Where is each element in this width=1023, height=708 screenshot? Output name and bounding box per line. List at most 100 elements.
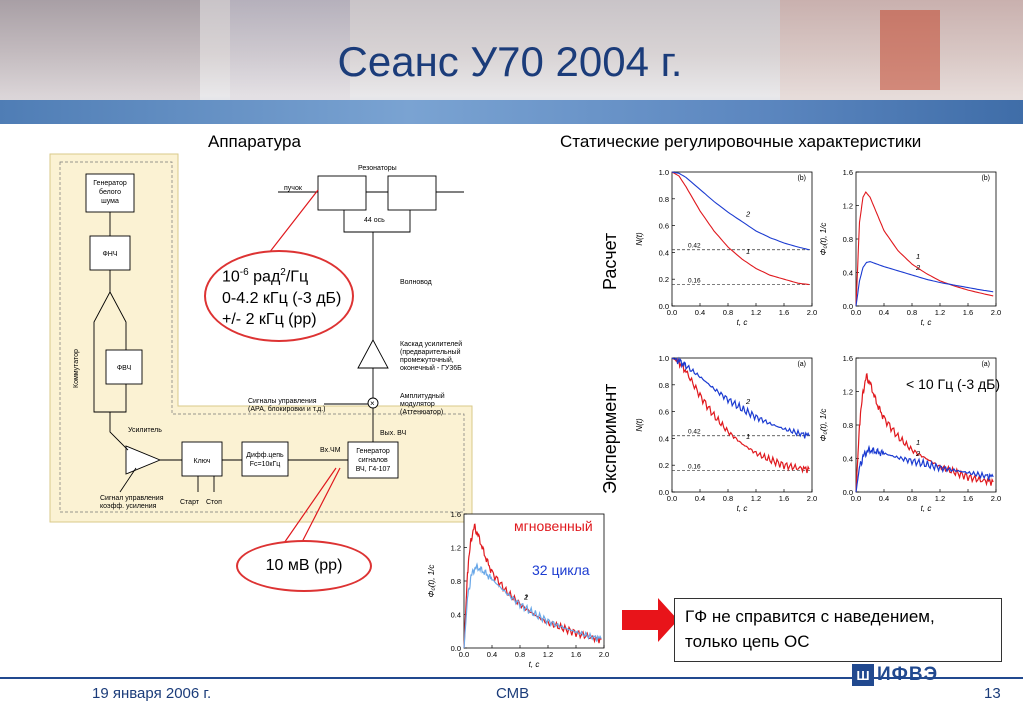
voltage-leader	[281, 467, 341, 547]
plot-frame	[671, 357, 813, 493]
x-tick-label: 1.2	[751, 308, 761, 317]
chart-calc-N: 0.0 0.4 0.8 1.2 1.6 2.0 0.0 0.2 0.4 0.6 0.8 1.0 t, c…	[635, 168, 817, 327]
y-tick-label: 0.6	[659, 408, 669, 417]
series-1-label: 1	[916, 438, 920, 447]
y-tick-label: 0.0	[659, 488, 669, 497]
y-tick-label: 0.4	[843, 269, 853, 278]
x-tick-label: 0.8	[723, 494, 733, 503]
chart-cycles-phi: 0.0 0.4 0.8 1.2 1.6 2.0 0.0 0.4 0.8 1.2 1.6 t, c Φ₀(…	[427, 510, 609, 669]
y-tick-label: 0.0	[451, 644, 461, 653]
resonators-label: Резонаторы	[358, 165, 397, 172]
waveguide-label: Волновод	[400, 279, 432, 286]
key-label: Ключ	[194, 458, 211, 465]
x-tick-label: 1.2	[935, 494, 945, 503]
beam-label: пучок	[284, 185, 303, 192]
signal-gen-label-1: Генератор	[356, 448, 390, 455]
modulator-label-1: Амплитудный	[400, 392, 445, 400]
y-axis-label: Φ₀(t), 1/c	[427, 565, 436, 598]
diagram-wires	[85, 173, 464, 493]
resonator-box-1	[317, 175, 367, 211]
callout-line-2: только цепь ОС	[685, 632, 810, 651]
banner-red-block	[880, 10, 940, 90]
x-axis-label: t, c	[921, 318, 932, 327]
y-tick-label: 0.0	[659, 302, 669, 311]
gen-label-2: белого	[99, 188, 121, 196]
banner-photo-left	[0, 0, 200, 100]
x-tick-label: 0.8	[515, 650, 525, 659]
y-axis-label: N(t)	[635, 418, 644, 432]
diff-chain-box	[241, 441, 289, 477]
ref-line-label: 0.16	[688, 278, 701, 285]
x-tick-label: 0.4	[487, 650, 497, 659]
vx-chm-label: Вх.ЧМ	[320, 447, 341, 454]
series-2-line	[855, 444, 994, 493]
y-tick-label: 0.4	[451, 611, 461, 620]
series-2-line	[671, 171, 810, 251]
cascade-label-1: Каскад усилителей	[400, 340, 462, 348]
x-tick-label: 0.0	[851, 494, 861, 503]
gen-label-1: Генератор	[93, 180, 127, 187]
y-tick-label: 1.6	[451, 510, 461, 519]
series-2-line	[671, 356, 810, 439]
axis44-label: 44 ось	[364, 217, 385, 224]
panel-tag: (b)	[797, 175, 806, 182]
x-tick-label: 0.4	[879, 494, 889, 503]
y-tick-label: 0.8	[843, 421, 853, 430]
series-1-label: 1	[746, 432, 750, 441]
panel-tag: (b)	[981, 175, 990, 182]
chart-calc-phi: 0.0 0.4 0.8 1.2 1.6 2.0 0.0 0.4 0.8 1.2 1.6 t, c Φ₀(…	[819, 168, 1001, 327]
cycles-note: 32 цикла	[532, 562, 590, 578]
series-2-label: 2	[915, 449, 921, 458]
x-axis-label: t, c	[737, 318, 748, 327]
y-tick-label: 0.2	[659, 275, 669, 284]
series-1-line	[463, 562, 602, 649]
x-tick-label: 0.0	[459, 650, 469, 659]
plot-frame	[463, 513, 605, 649]
noise-line-3: +/- 2 кГц (pp)	[222, 310, 317, 328]
noise-line-2: 0-4.2 кГц (-3 дБ)	[222, 289, 342, 307]
noise-spec-bubble: 10-6 рад2/Гц 0-4.2 кГц (-3 дБ) +/- 2 кГц…	[204, 250, 354, 342]
row-label-calc: Расчет	[600, 232, 620, 290]
diagram-dashed-frame	[59, 161, 465, 513]
ihep-logo: Ш ИФВЭ	[852, 662, 938, 688]
noise-unit: рад	[248, 268, 281, 286]
series-2-label: 2	[523, 592, 529, 601]
signal-gen-label-2: сигналов	[358, 457, 388, 464]
callout-arrow	[622, 598, 678, 642]
x-axis-label: t, c	[921, 504, 932, 513]
y-tick-label: 1.6	[843, 354, 853, 363]
x-tick-label: 0.0	[667, 308, 677, 317]
noise-tail: /Гц	[285, 268, 309, 286]
x-tick-label: 0.0	[667, 494, 677, 503]
y-tick-label: 0.8	[659, 195, 669, 204]
instant-note: мгновенный	[514, 518, 593, 534]
amplifier-label: Усилитель	[128, 427, 162, 434]
panel-tag: (a)	[797, 361, 806, 368]
y-axis-label: N(t)	[635, 232, 644, 246]
heading-apparatus: Аппаратура	[208, 132, 301, 151]
fnch-label: ФНЧ	[102, 251, 117, 258]
control-signals-label-1: Сигналы управления	[248, 398, 317, 405]
conclusion-callout: ГФ не справится с наведением, только цеп…	[674, 598, 1002, 662]
series-2-line	[463, 523, 602, 649]
diagram-panel	[49, 153, 473, 523]
y-tick-label: 1.6	[843, 168, 853, 177]
multiply-icon: ×	[370, 399, 375, 408]
y-tick-label: 1.2	[451, 544, 461, 553]
fvch-box	[105, 349, 143, 385]
cascade-label-2: (предварительный	[400, 348, 461, 356]
chart-exp-N: 0.0 0.4 0.8 1.2 1.6 2.0 0.0 0.2 0.4 0.6 0.8 1.0 t, c…	[635, 354, 817, 513]
x-tick-label: 1.2	[543, 650, 553, 659]
x-tick-label: 1.6	[779, 308, 789, 317]
series-2-label: 2	[915, 263, 921, 272]
x-tick-label: 1.2	[751, 494, 761, 503]
gen-white-noise-box	[85, 173, 135, 213]
series-1-line	[855, 191, 994, 307]
y-tick-label: 1.0	[659, 168, 669, 177]
x-tick-label: 2.0	[599, 650, 609, 659]
y-tick-label: 0.6	[659, 222, 669, 231]
logo-text: ИФВЭ	[877, 664, 939, 685]
series-1-label: 1	[916, 252, 920, 261]
gen-label-3: шума	[101, 198, 119, 205]
series-1-label: 1	[524, 592, 528, 601]
